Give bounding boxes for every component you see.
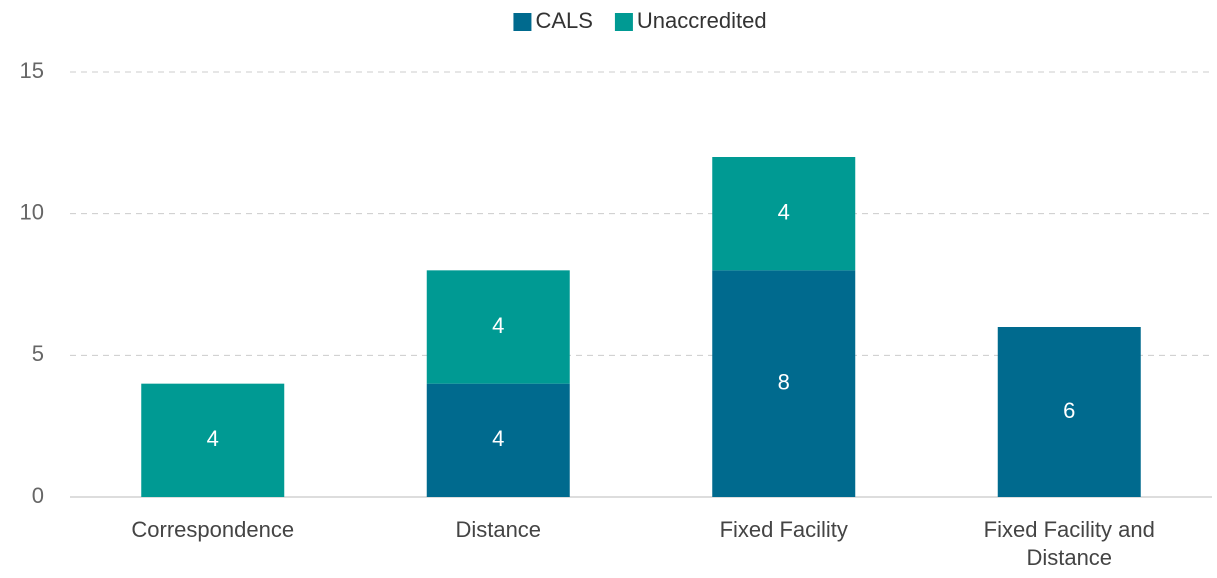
legend-swatch <box>513 13 532 31</box>
data-label: 4 <box>207 426 219 451</box>
legend-label: CALS <box>535 8 592 33</box>
x-tick-label: Fixed Facility <box>719 517 848 542</box>
data-label: 4 <box>492 313 504 338</box>
data-label: 4 <box>778 199 790 224</box>
y-tick-label: 10 <box>20 199 44 224</box>
x-tick-label: Distance <box>455 517 542 542</box>
bar-segment <box>426 383 570 497</box>
legend-label: Unaccredited <box>637 8 767 33</box>
legend-swatch <box>614 13 633 31</box>
data-label: 6 <box>1063 398 1075 423</box>
bar-segment <box>712 270 856 497</box>
bar-segment <box>426 270 570 384</box>
y-tick-label: 15 <box>20 58 44 83</box>
x-tick-label: Correspondence <box>131 517 295 542</box>
x-tick-label: Fixed Facility and Distance <box>983 517 1155 570</box>
y-tick-label: 5 <box>32 341 44 366</box>
data-label: 4 <box>492 426 504 451</box>
bar-segment <box>712 157 856 271</box>
data-label: 8 <box>778 369 790 394</box>
y-tick-label: 0 <box>32 483 44 508</box>
bar-segment <box>997 327 1141 497</box>
bar-segment <box>141 383 285 497</box>
